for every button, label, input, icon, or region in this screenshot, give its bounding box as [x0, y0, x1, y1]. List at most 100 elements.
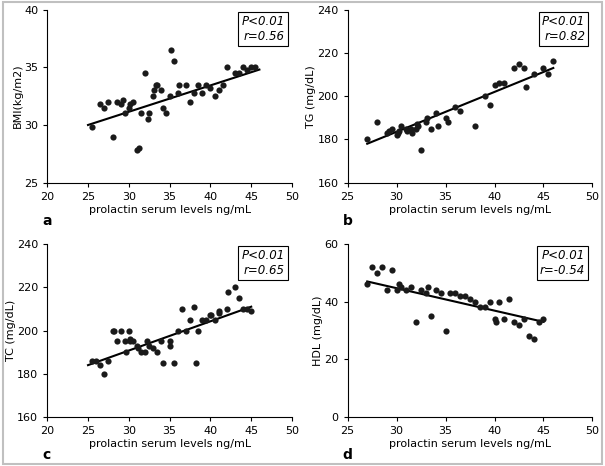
Point [465, 295, 475, 302]
Point [177, 305, 187, 313]
Point [460, 292, 470, 300]
Point [91, 357, 101, 364]
Point [413, 121, 422, 128]
Point [238, 63, 248, 71]
Point [509, 318, 519, 326]
Point [215, 309, 224, 317]
Point [181, 327, 191, 334]
Point [443, 118, 453, 126]
Point [124, 104, 134, 111]
Point [377, 263, 387, 271]
Point [96, 101, 105, 108]
Point [148, 92, 158, 100]
Point [387, 125, 396, 132]
Point [393, 129, 402, 137]
Y-axis label: TC (mg/dL): TC (mg/dL) [5, 300, 16, 361]
Point [99, 370, 109, 377]
Point [103, 357, 113, 364]
Point [250, 63, 260, 71]
Point [509, 64, 519, 72]
Point [206, 312, 216, 319]
Point [191, 359, 201, 367]
Point [132, 147, 142, 154]
Point [451, 103, 460, 111]
Point [514, 321, 524, 329]
Point [422, 114, 432, 122]
Point [103, 98, 113, 106]
Point [185, 98, 195, 106]
Point [397, 123, 407, 130]
Y-axis label: BMI(kg/m2): BMI(kg/m2) [13, 64, 22, 129]
Point [116, 327, 125, 334]
Point [470, 123, 480, 130]
Point [521, 84, 531, 91]
Point [126, 337, 136, 345]
Point [132, 342, 142, 350]
Point [534, 318, 543, 326]
Point [529, 71, 538, 78]
Point [214, 307, 223, 315]
Point [392, 287, 402, 294]
Point [416, 146, 426, 154]
Point [194, 81, 203, 89]
Point [151, 81, 160, 89]
Point [206, 84, 215, 92]
Point [126, 101, 136, 108]
Point [118, 96, 128, 103]
Point [197, 316, 207, 323]
Point [397, 283, 407, 291]
Point [407, 283, 416, 291]
Point [470, 298, 480, 305]
Point [201, 316, 211, 323]
Point [112, 98, 122, 106]
Point [173, 89, 183, 96]
Point [96, 362, 105, 369]
Point [362, 281, 372, 288]
Point [121, 349, 131, 356]
Point [426, 312, 436, 320]
Point [372, 269, 382, 276]
Point [549, 58, 558, 65]
Point [87, 357, 97, 364]
Point [173, 327, 183, 334]
X-axis label: prolactin serum levels ng/mL: prolactin serum levels ng/mL [389, 439, 551, 449]
Point [133, 344, 143, 351]
Point [421, 289, 431, 297]
Point [384, 127, 394, 135]
Point [505, 295, 514, 302]
Point [451, 289, 460, 297]
Point [538, 315, 548, 322]
Point [433, 123, 443, 130]
Point [485, 101, 494, 109]
Point [446, 289, 456, 297]
Point [189, 303, 199, 310]
Point [519, 315, 529, 322]
Point [149, 87, 159, 94]
Point [210, 316, 220, 323]
Point [480, 92, 489, 100]
Point [140, 69, 150, 77]
X-axis label: prolactin serum levels ng/mL: prolactin serum levels ng/mL [88, 439, 250, 449]
Point [134, 144, 143, 152]
Point [402, 287, 411, 294]
Point [230, 283, 240, 291]
Point [128, 337, 138, 345]
Point [431, 287, 440, 294]
Point [234, 295, 244, 302]
Text: P<0.01
r=0.65: P<0.01 r=0.65 [241, 249, 285, 277]
Point [372, 118, 382, 126]
Point [120, 337, 129, 345]
Point [402, 127, 412, 135]
X-axis label: prolactin serum levels ng/mL: prolactin serum levels ng/mL [88, 205, 250, 214]
Point [157, 337, 166, 345]
X-axis label: prolactin serum levels ng/mL: prolactin serum levels ng/mL [389, 205, 551, 214]
Point [136, 349, 146, 356]
Text: d: d [343, 448, 353, 462]
Point [210, 92, 220, 100]
Point [142, 337, 152, 345]
Point [230, 69, 240, 77]
Point [416, 287, 426, 294]
Text: b: b [343, 214, 353, 228]
Point [387, 266, 396, 274]
Point [407, 129, 417, 137]
